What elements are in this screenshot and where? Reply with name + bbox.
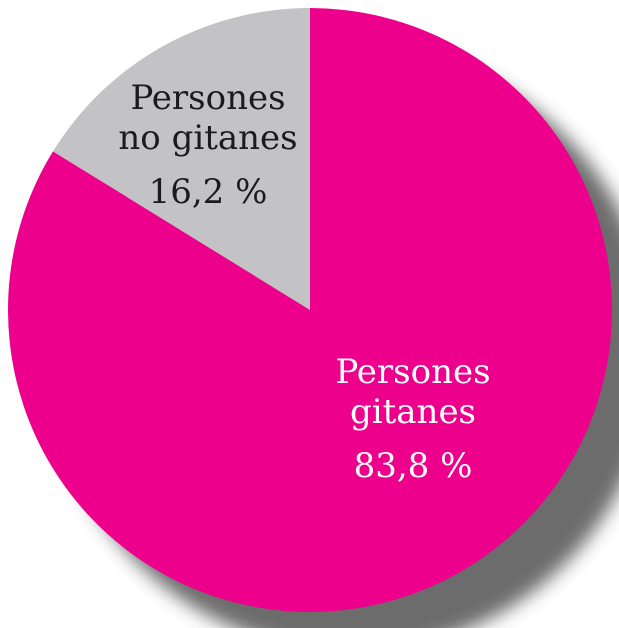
pie-slice-persones-gitanes <box>8 8 613 612</box>
slice-name-line-1: Persones <box>130 78 286 118</box>
slice-name-line-2: no gitanes <box>118 118 298 159</box>
slice-label-persones-gitanes: Persones gitanes 83,8 % <box>318 352 508 486</box>
slice-name-line-2: gitanes <box>349 392 477 433</box>
slice-name-line-1: Persones <box>335 352 491 392</box>
slice-value-label: 16,2 % <box>148 172 268 213</box>
slice-label-persones-no-gitanes: Persones no gitanes 16,2 % <box>108 78 308 212</box>
slice-value-label: 83,8 % <box>353 446 473 487</box>
pie-slice-persones-no-gitanes <box>53 8 310 310</box>
